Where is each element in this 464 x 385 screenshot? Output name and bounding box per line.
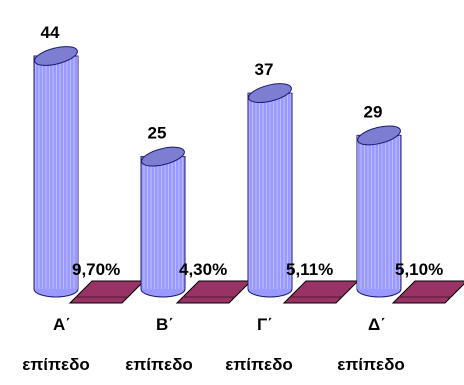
percent-label-1: 9,70%	[72, 260, 120, 279]
bar-stripes	[34, 56, 78, 289]
category-label-2-line2: επίπεδο	[125, 355, 193, 374]
category-label-3-line1: Γ΄	[257, 315, 273, 334]
category-label-3-line2: επίπεδο	[225, 355, 293, 374]
small-bar-4	[391, 280, 464, 304]
category-label-1-line2: επίπεδο	[22, 355, 90, 374]
bar-4	[356, 125, 402, 298]
value-label-1: 44	[41, 23, 60, 42]
bar-1	[33, 46, 79, 298]
bar-cap	[248, 83, 292, 103]
small-bar-face	[391, 280, 464, 304]
small-bar-face	[175, 280, 253, 304]
category-label-4-line1: Δ΄	[368, 315, 386, 334]
bar-stripes	[141, 156, 185, 289]
small-bar-3	[282, 280, 360, 304]
bar-cap	[34, 46, 78, 66]
bars-layer	[33, 46, 464, 304]
bar-stripes	[357, 135, 401, 289]
value-label-2: 25	[148, 124, 167, 143]
bar-cap	[357, 125, 401, 146]
category-label-2-line1: Β΄	[156, 315, 174, 334]
category-label-1-line1: Α΄	[53, 315, 71, 334]
small-bar-2	[175, 280, 253, 304]
bar-2	[140, 146, 186, 298]
bar-3	[247, 83, 293, 298]
percent-label-2: 4,30%	[179, 260, 227, 279]
bar-cap	[141, 146, 185, 167]
value-label-3: 37	[255, 60, 274, 79]
percent-label-3: 5,11%	[286, 260, 333, 279]
value-label-4: 29	[364, 102, 383, 121]
category-label-4-line2: επίπεδο	[337, 355, 405, 374]
small-bar-1	[68, 280, 146, 304]
percent-label-4: 5,10%	[395, 260, 443, 279]
labels-layer: 44 9,70% Α΄ επίπεδο 25 4,30% Β΄ επίπεδο 37 5,11% Γ…	[22, 23, 443, 374]
bar-stripes	[248, 93, 292, 290]
small-bar-face	[68, 280, 146, 304]
small-bar-face	[282, 280, 360, 304]
